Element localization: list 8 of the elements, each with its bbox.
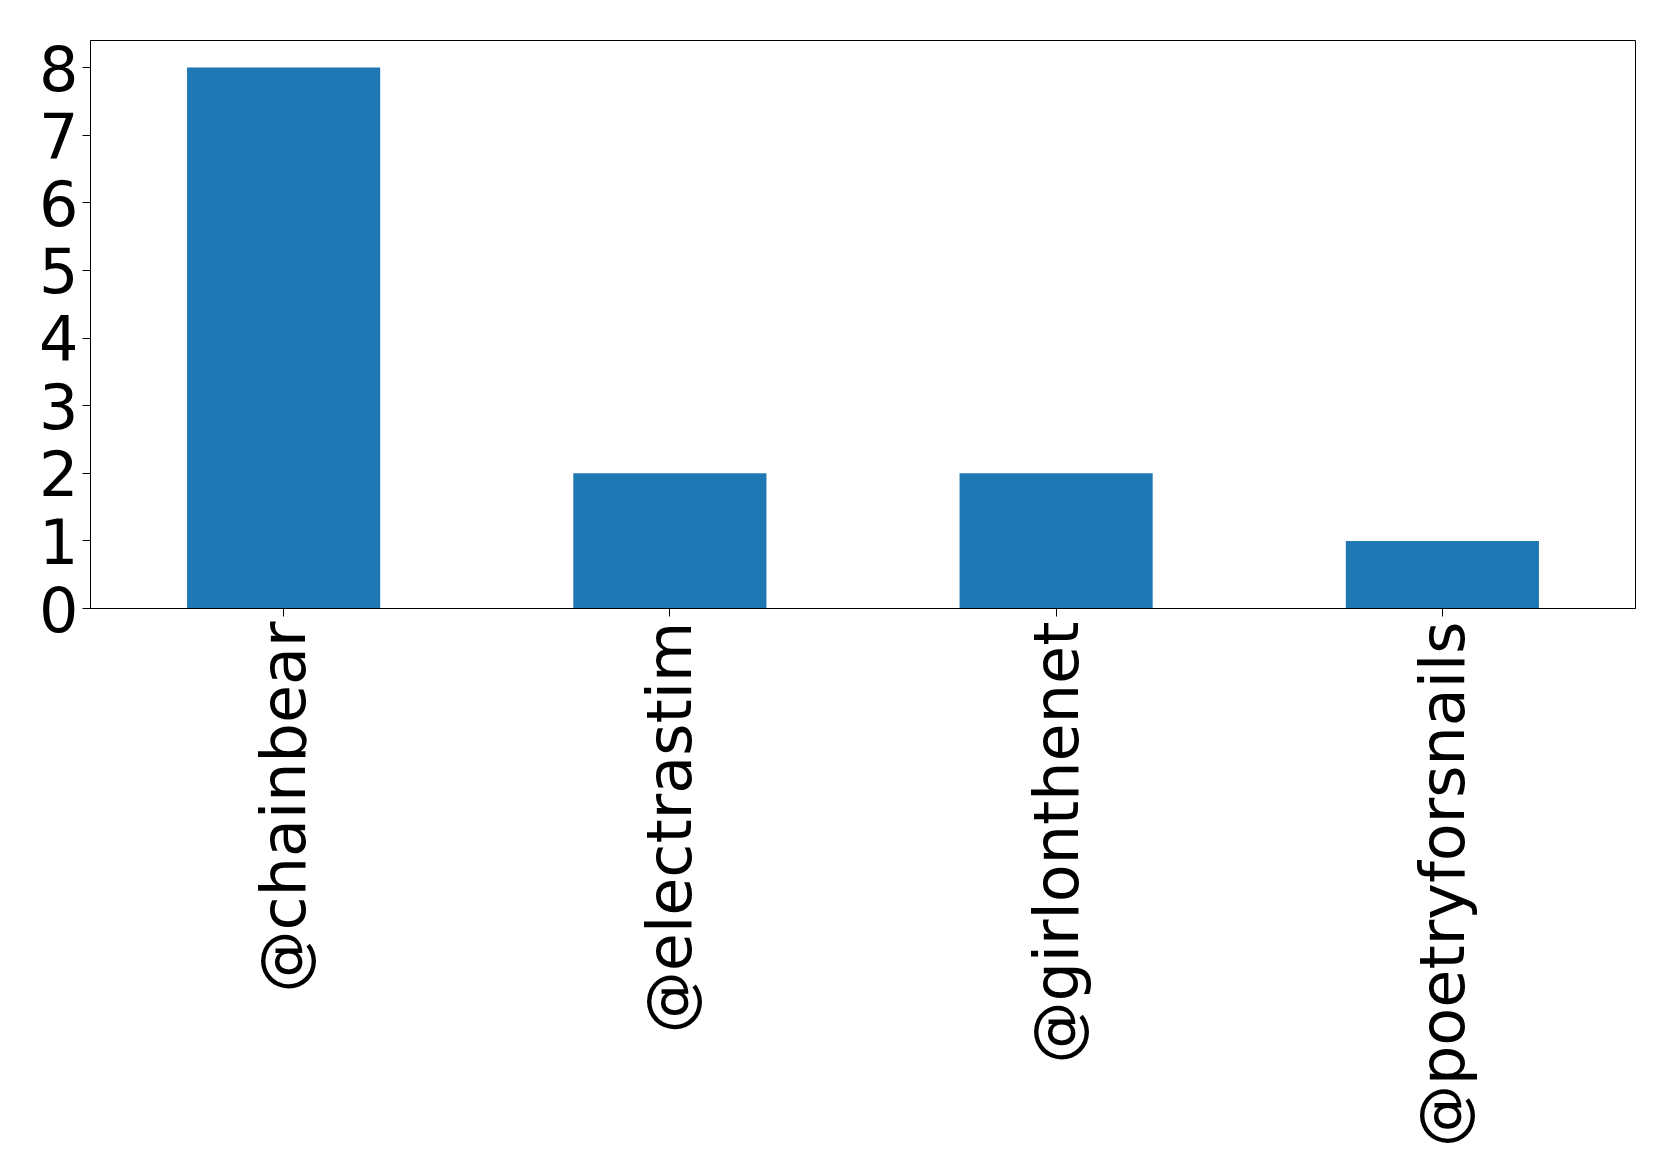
bar [1345, 540, 1539, 609]
x-tick-label: @poetryforsnails [1405, 621, 1479, 1148]
x-tick-label: @girlonthenet [1019, 621, 1093, 1064]
bar [187, 67, 381, 609]
bar [573, 473, 767, 609]
x-tick-label: @electrastim [633, 621, 707, 1034]
x-tick-label: @chainbear [247, 620, 321, 993]
bar [959, 473, 1153, 609]
